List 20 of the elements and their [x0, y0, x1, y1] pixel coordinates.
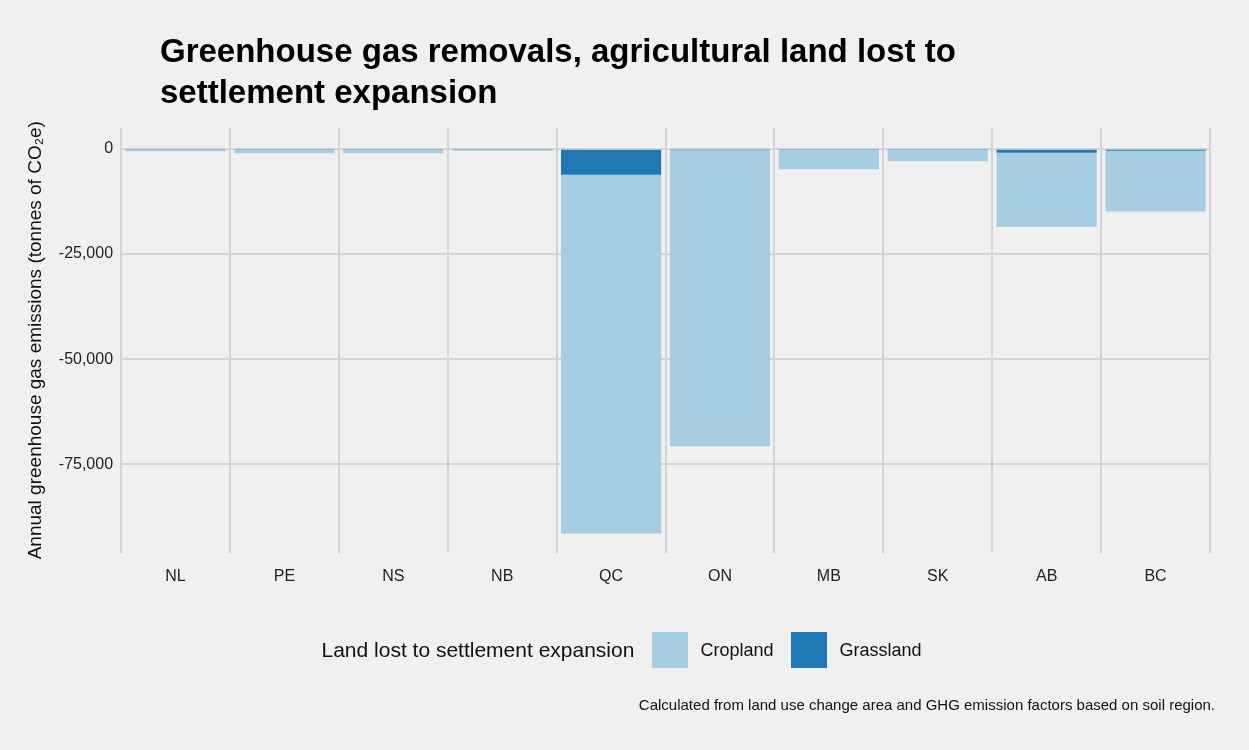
x-tick-label: NS	[382, 566, 405, 584]
text: Calculated from land use change area and GHG emission factors based on soil region.	[638, 696, 1215, 713]
x-tick-label: NL	[165, 566, 186, 584]
x-tick-label: MB	[816, 566, 841, 584]
y-tick-label: -50,000	[58, 349, 114, 367]
x-tick-label: BC	[1144, 566, 1167, 584]
x-tick-label: QC	[599, 566, 624, 584]
y-tick-label: 0	[104, 139, 114, 157]
y-tick-label: -25,000	[58, 244, 114, 262]
x-tick-label: ON	[707, 566, 732, 584]
x-tick-label: AB	[1035, 566, 1058, 584]
legend-title: Land lost to settlement expansion	[321, 638, 635, 662]
x-tick-label: PE	[273, 566, 296, 584]
chart-title: Greenhouse gas removals, agricultural land lost to settlement expansion	[160, 31, 957, 112]
y-tick-label: -75,000	[58, 454, 114, 472]
legend-label: Grassland	[839, 639, 922, 661]
x-tick-label: SK	[927, 566, 949, 584]
x-tick-label: NB	[491, 566, 514, 584]
legend-label: Cropland	[700, 639, 774, 661]
y-axis-title: Annual greenhouse gas emissions (tonnes of CO₂e)	[23, 121, 45, 560]
